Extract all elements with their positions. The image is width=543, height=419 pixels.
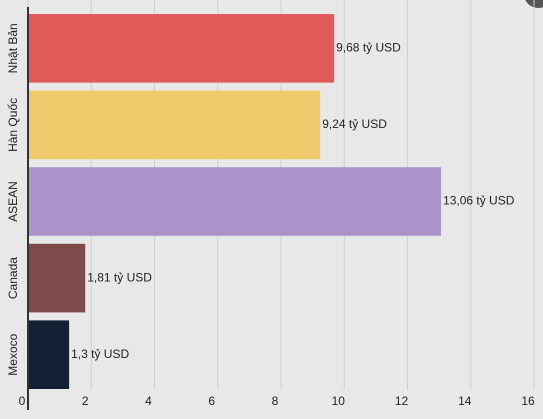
x-tick-label: 2 [82,394,89,408]
x-tick-label: 8 [272,394,279,408]
value-label: 13,06 tỷ USD [443,194,515,208]
value-label: 1,3 tỷ USD [71,347,129,361]
y-tick-label: Hàn Quốc [6,98,20,152]
value-label: 1,81 tỷ USD [87,270,152,284]
x-tick-label: 0 [19,394,26,408]
x-tick-label: 14 [458,394,472,408]
x-tick-label: 16 [521,394,535,408]
bar [28,90,321,160]
x-tick-label: 4 [145,394,152,408]
y-tick-label: Mexoco [6,333,20,375]
value-label: 9,68 tỷ USD [336,40,401,54]
x-tick-label: 12 [395,394,409,408]
x-tick-label: 10 [332,394,346,408]
bar [28,167,442,236]
x-tick-label: 6 [208,394,215,408]
y-tick-label: Canada [6,257,20,299]
bar [28,14,335,83]
bar [28,243,86,313]
value-label: 9,24 tỷ USD [322,117,387,131]
bar [28,320,70,389]
y-tick-label: ASEAN [6,181,20,222]
y-tick-label: Nhật Bản [6,23,20,73]
